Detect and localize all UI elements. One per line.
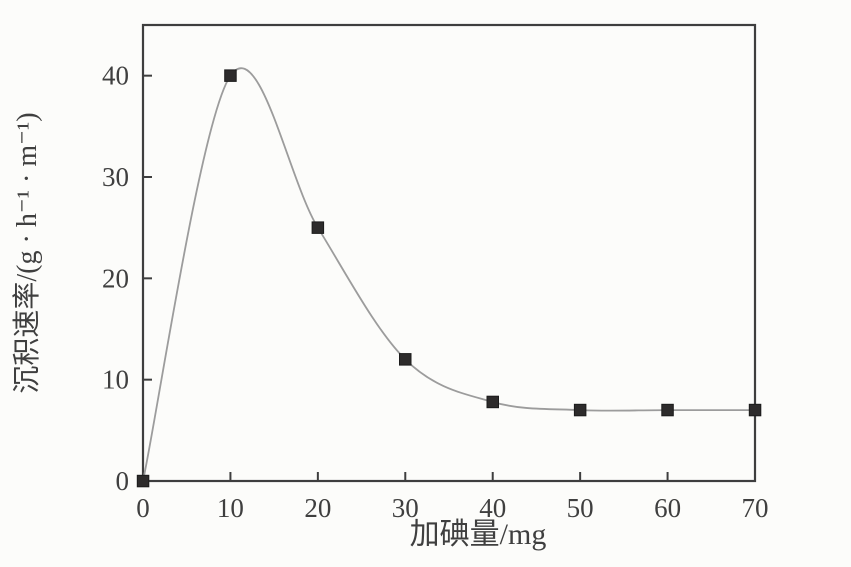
x-tick-label: 40 <box>479 493 506 523</box>
plot-frame <box>141 23 757 483</box>
data-point-marker <box>486 395 499 409</box>
y-axis-tick-labels: 0 10 20 30 40 <box>102 61 129 496</box>
x-tick-label: 10 <box>217 493 244 523</box>
x-tick-label: 70 <box>742 493 769 523</box>
data-point-marker <box>573 403 587 417</box>
x-tick-label: 50 <box>567 493 594 523</box>
data-point-marker <box>661 403 674 417</box>
y-axis-label: 沉积速率/(g · h⁻¹ · m⁻¹) <box>11 112 43 393</box>
x-tick-label: 20 <box>304 493 331 523</box>
data-markers <box>136 69 762 488</box>
data-point-marker <box>399 353 412 366</box>
data-curve <box>142 67 755 482</box>
x-axis-tick-labels: 0 10 20 30 40 50 60 70 <box>136 493 768 523</box>
y-tick-label: 20 <box>102 263 129 293</box>
data-point-marker <box>311 221 325 234</box>
x-axis-label: 加碘量/mg <box>410 518 547 551</box>
y-tick-label: 30 <box>102 162 129 192</box>
x-tick-label: 30 <box>392 493 419 523</box>
data-point-marker <box>136 474 150 488</box>
x-tick-label: 0 <box>136 493 150 523</box>
data-point-marker <box>224 69 237 82</box>
x-tick-label: 60 <box>654 493 681 523</box>
y-tick-label: 40 <box>102 61 129 91</box>
y-tick-label: 0 <box>116 466 130 496</box>
y-tick-label: 10 <box>102 365 129 395</box>
data-point-marker <box>748 403 762 417</box>
